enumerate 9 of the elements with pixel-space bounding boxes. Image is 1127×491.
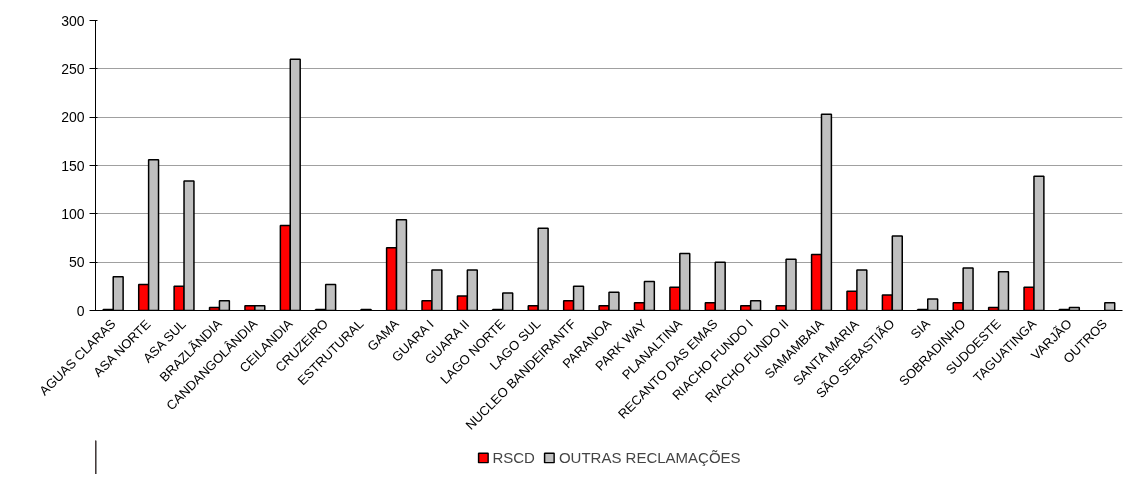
y-tick-label: 50 — [68, 254, 85, 271]
y-tick-label: 300 — [61, 12, 85, 29]
legend-label: RSCD — [492, 448, 535, 466]
y-tick-label: 100 — [61, 205, 85, 222]
y-tick-label: 250 — [61, 60, 85, 77]
legend-label: OUTRAS RECLAMAÇÕES — [558, 448, 741, 466]
y-tick-label: 200 — [61, 109, 85, 126]
y-tick-label: 0 — [76, 302, 85, 319]
y-tick-label: 150 — [61, 157, 85, 174]
